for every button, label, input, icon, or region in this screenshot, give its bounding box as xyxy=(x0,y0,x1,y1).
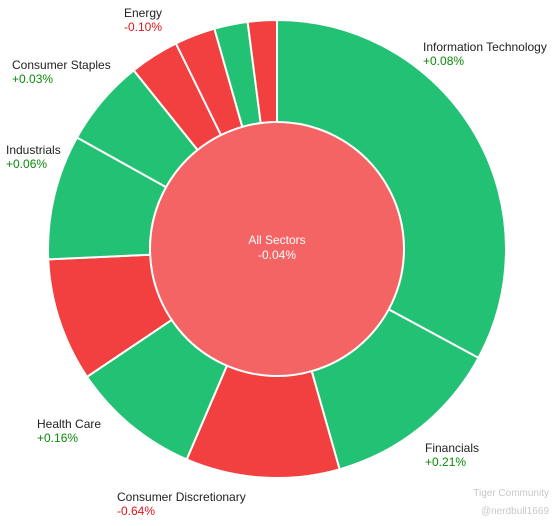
label-change: -0.10% xyxy=(124,20,163,34)
watermark-user: @nerdbull1669 xyxy=(481,506,549,517)
label-information-technology: Information Technology +0.08% xyxy=(423,40,547,68)
label-change: +0.16% xyxy=(37,431,79,445)
center-change: -0.04% xyxy=(257,248,297,262)
label-consumer-discretionary: Consumer Discretionary -0.64% xyxy=(117,490,246,518)
label-consumer-staples: Consumer Staples +0.03% xyxy=(12,58,111,86)
label-name: Health Care xyxy=(37,417,102,431)
center-circle[interactable] xyxy=(151,123,403,375)
label-energy: Energy -0.10% xyxy=(124,6,162,34)
label-change: +0.03% xyxy=(12,72,54,86)
label-name: Energy xyxy=(124,6,163,20)
center-name: All Sectors xyxy=(248,233,306,247)
label-name: Consumer Staples xyxy=(12,58,111,72)
watermark-brand: Tiger Community xyxy=(473,488,549,499)
sector-slice-10[interactable] xyxy=(246,18,278,125)
label-change: +0.21% xyxy=(425,455,467,469)
label-change: +0.06% xyxy=(6,157,48,171)
label-name: Information Technology xyxy=(423,40,547,54)
sector-slice-0[interactable] xyxy=(276,18,507,360)
label-name: Industrials xyxy=(6,143,61,157)
label-financials: Financials +0.21% xyxy=(425,441,479,469)
center-label[interactable]: All Sectors -0.04% xyxy=(217,233,337,263)
label-name: Consumer Discretionary xyxy=(117,490,246,504)
label-change: +0.08% xyxy=(423,54,465,68)
label-industrials: Industrials +0.06% xyxy=(6,143,61,171)
label-name: Financials xyxy=(425,441,480,455)
label-health-care: Health Care +0.16% xyxy=(37,417,101,445)
label-change: -0.64% xyxy=(117,504,156,518)
